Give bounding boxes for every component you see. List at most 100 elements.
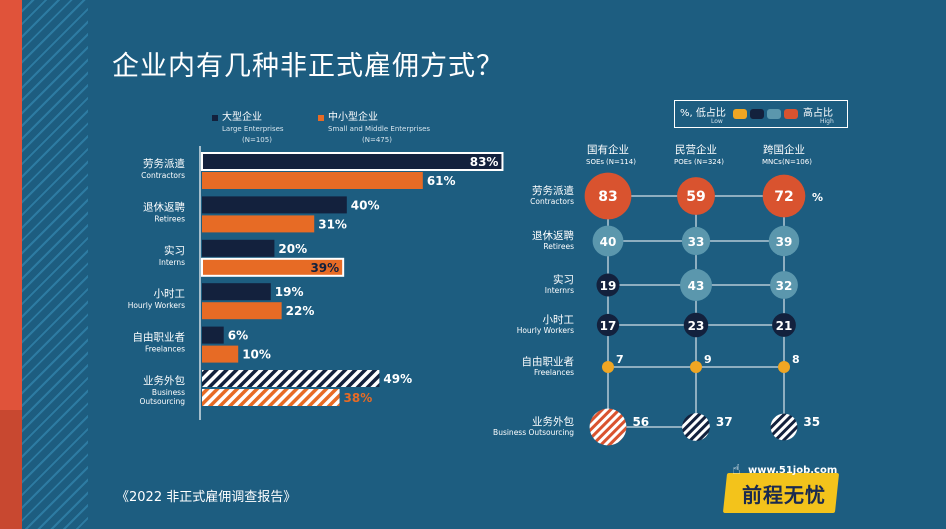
bubble-column-en: POEs — [674, 158, 692, 166]
bubble — [772, 313, 796, 337]
hatch-pattern-strip — [22, 0, 88, 529]
scale-swatch-yellow — [733, 109, 747, 119]
bubble-value-label: 33 — [688, 235, 705, 249]
bubble — [768, 225, 800, 257]
bubble-value-label: 83 — [598, 189, 617, 205]
bar-small — [202, 172, 423, 189]
bubble — [602, 361, 614, 373]
bubble-row-cn: 自由职业者 — [522, 355, 575, 368]
bubble-row-cn: 退休返聘 — [532, 229, 574, 242]
bar-small — [202, 345, 239, 363]
scale-high-label: 高占比 — [803, 108, 833, 119]
bubble-row-en: Contractors — [530, 197, 574, 206]
bar-category-en: Freelances — [145, 345, 185, 354]
legend-large-en: Large Enterprises — [222, 125, 284, 133]
bubble — [677, 177, 715, 215]
bar-large — [202, 326, 224, 344]
bar-large — [201, 152, 504, 171]
bubble-column-n: (N=114) — [606, 158, 636, 166]
scale-swatch-orange — [784, 109, 798, 119]
bar-category-cn: 实习 — [164, 244, 185, 257]
bar-small — [201, 257, 345, 277]
bubble-value-label: 17 — [600, 319, 617, 333]
bubble — [592, 225, 624, 257]
bubble-value-label: 40 — [600, 235, 617, 249]
logo-url: www.51job.com — [748, 465, 838, 476]
bar-category-cn: 退休返聘 — [143, 200, 185, 213]
bubble — [596, 273, 620, 297]
bubble-unit-label: % — [812, 191, 823, 204]
bar-value-label: 6% — [228, 329, 248, 343]
bar-value-label: 20% — [278, 242, 307, 256]
bubble-value-label: 37 — [716, 415, 733, 429]
bubble-row-en: Freelances — [534, 368, 574, 377]
bar-category-cn: 业务外包 — [143, 374, 185, 387]
bar-large — [202, 283, 271, 301]
bar-value-label: 31% — [318, 217, 347, 231]
bubble-column-n: (N=106) — [782, 158, 812, 166]
bubble-row-en: Business Outsourcing — [493, 428, 574, 437]
bar-value-label: 83% — [470, 155, 499, 169]
scale-high-sub: High — [820, 118, 834, 125]
bar-category-cn: 劳务派遣 — [143, 157, 185, 170]
bar-value-label: 19% — [275, 285, 304, 299]
bubble-row-cn: 业务外包 — [532, 415, 574, 428]
bubble-row-cn: 劳务派遣 — [532, 184, 574, 197]
bar-value-label: 39% — [310, 261, 339, 275]
bubble-value-label: 23 — [688, 319, 705, 333]
bar-value-label: 49% — [383, 372, 412, 386]
bar-value-label: 40% — [351, 198, 380, 212]
bar-category-cn: 小时工 — [154, 288, 186, 300]
bar-value-label: 22% — [286, 304, 315, 318]
scale-low-sub: Low — [711, 118, 723, 125]
bar-value-label: 38% — [344, 391, 373, 405]
bubble-column-cn: 国有企业 — [587, 143, 629, 156]
bubble-value-label: 43 — [688, 279, 705, 293]
bubble-row-cn: 实习 — [553, 273, 574, 286]
bubble-chart: 国有企业 SOEs (N=114) 民营企业 POEs (N=324) 跨国企业 MNCs (N… — [493, 143, 823, 446]
bubble-row-en: Internrs — [545, 286, 574, 295]
bubble — [584, 172, 632, 220]
bubble — [778, 361, 790, 373]
bubble — [762, 174, 806, 218]
scale-swatch-teal — [767, 109, 781, 119]
bar-category-en: Business — [152, 388, 185, 397]
bar-category-en: Hourly Workers — [128, 301, 185, 310]
bubble-value-label: 39 — [776, 235, 793, 249]
bubble-value-label: 19 — [600, 279, 617, 293]
legend-small-en: Small and Middle Enterprises — [328, 125, 431, 133]
bubble — [596, 313, 620, 337]
bubble-row-en: Retirees — [543, 242, 574, 251]
bar-value-label: 61% — [427, 174, 456, 188]
bubble-value-label: 35 — [803, 415, 820, 429]
bar-small — [202, 215, 315, 233]
bubble-column-n: (N=324) — [694, 158, 724, 166]
bar-category-en: Retirees — [154, 214, 185, 223]
bubble — [690, 361, 702, 373]
bar-category-cn: 自由职业者 — [133, 331, 186, 344]
bubble — [680, 269, 712, 301]
bubble-value-label: 72 — [774, 189, 793, 205]
legend-large-n: (N=105) — [242, 136, 272, 144]
bubble-row-en: Hourly Workers — [517, 326, 574, 335]
legend-small: 中小型企业 Small and Middle Enterprises (N=47… — [318, 112, 430, 146]
bubble — [770, 271, 798, 299]
bar-small — [202, 389, 340, 406]
scale-low-label: %, 低占比 — [680, 108, 726, 119]
hand-cursor-icon: ☝ — [732, 462, 741, 478]
bar-large — [202, 196, 347, 214]
bubble — [683, 312, 709, 338]
bubble-column-cn: 民营企业 — [675, 143, 717, 156]
legend-large-cn: 大型企业 — [222, 112, 262, 123]
bubble-value-label: 56 — [632, 415, 649, 429]
scale-swatch-navy — [750, 109, 764, 119]
bubble-value-label: 9 — [704, 353, 712, 366]
bubble-value-label: 59 — [686, 189, 705, 205]
bubble — [682, 413, 710, 441]
legend-large: 大型企业 Large Enterprises (N=105) — [212, 112, 284, 146]
scale-legend: %, 低占比 Low 高占比 High — [674, 100, 848, 128]
legend-small-n: (N=475) — [362, 136, 392, 144]
bubble-value-label: 8 — [792, 353, 800, 366]
